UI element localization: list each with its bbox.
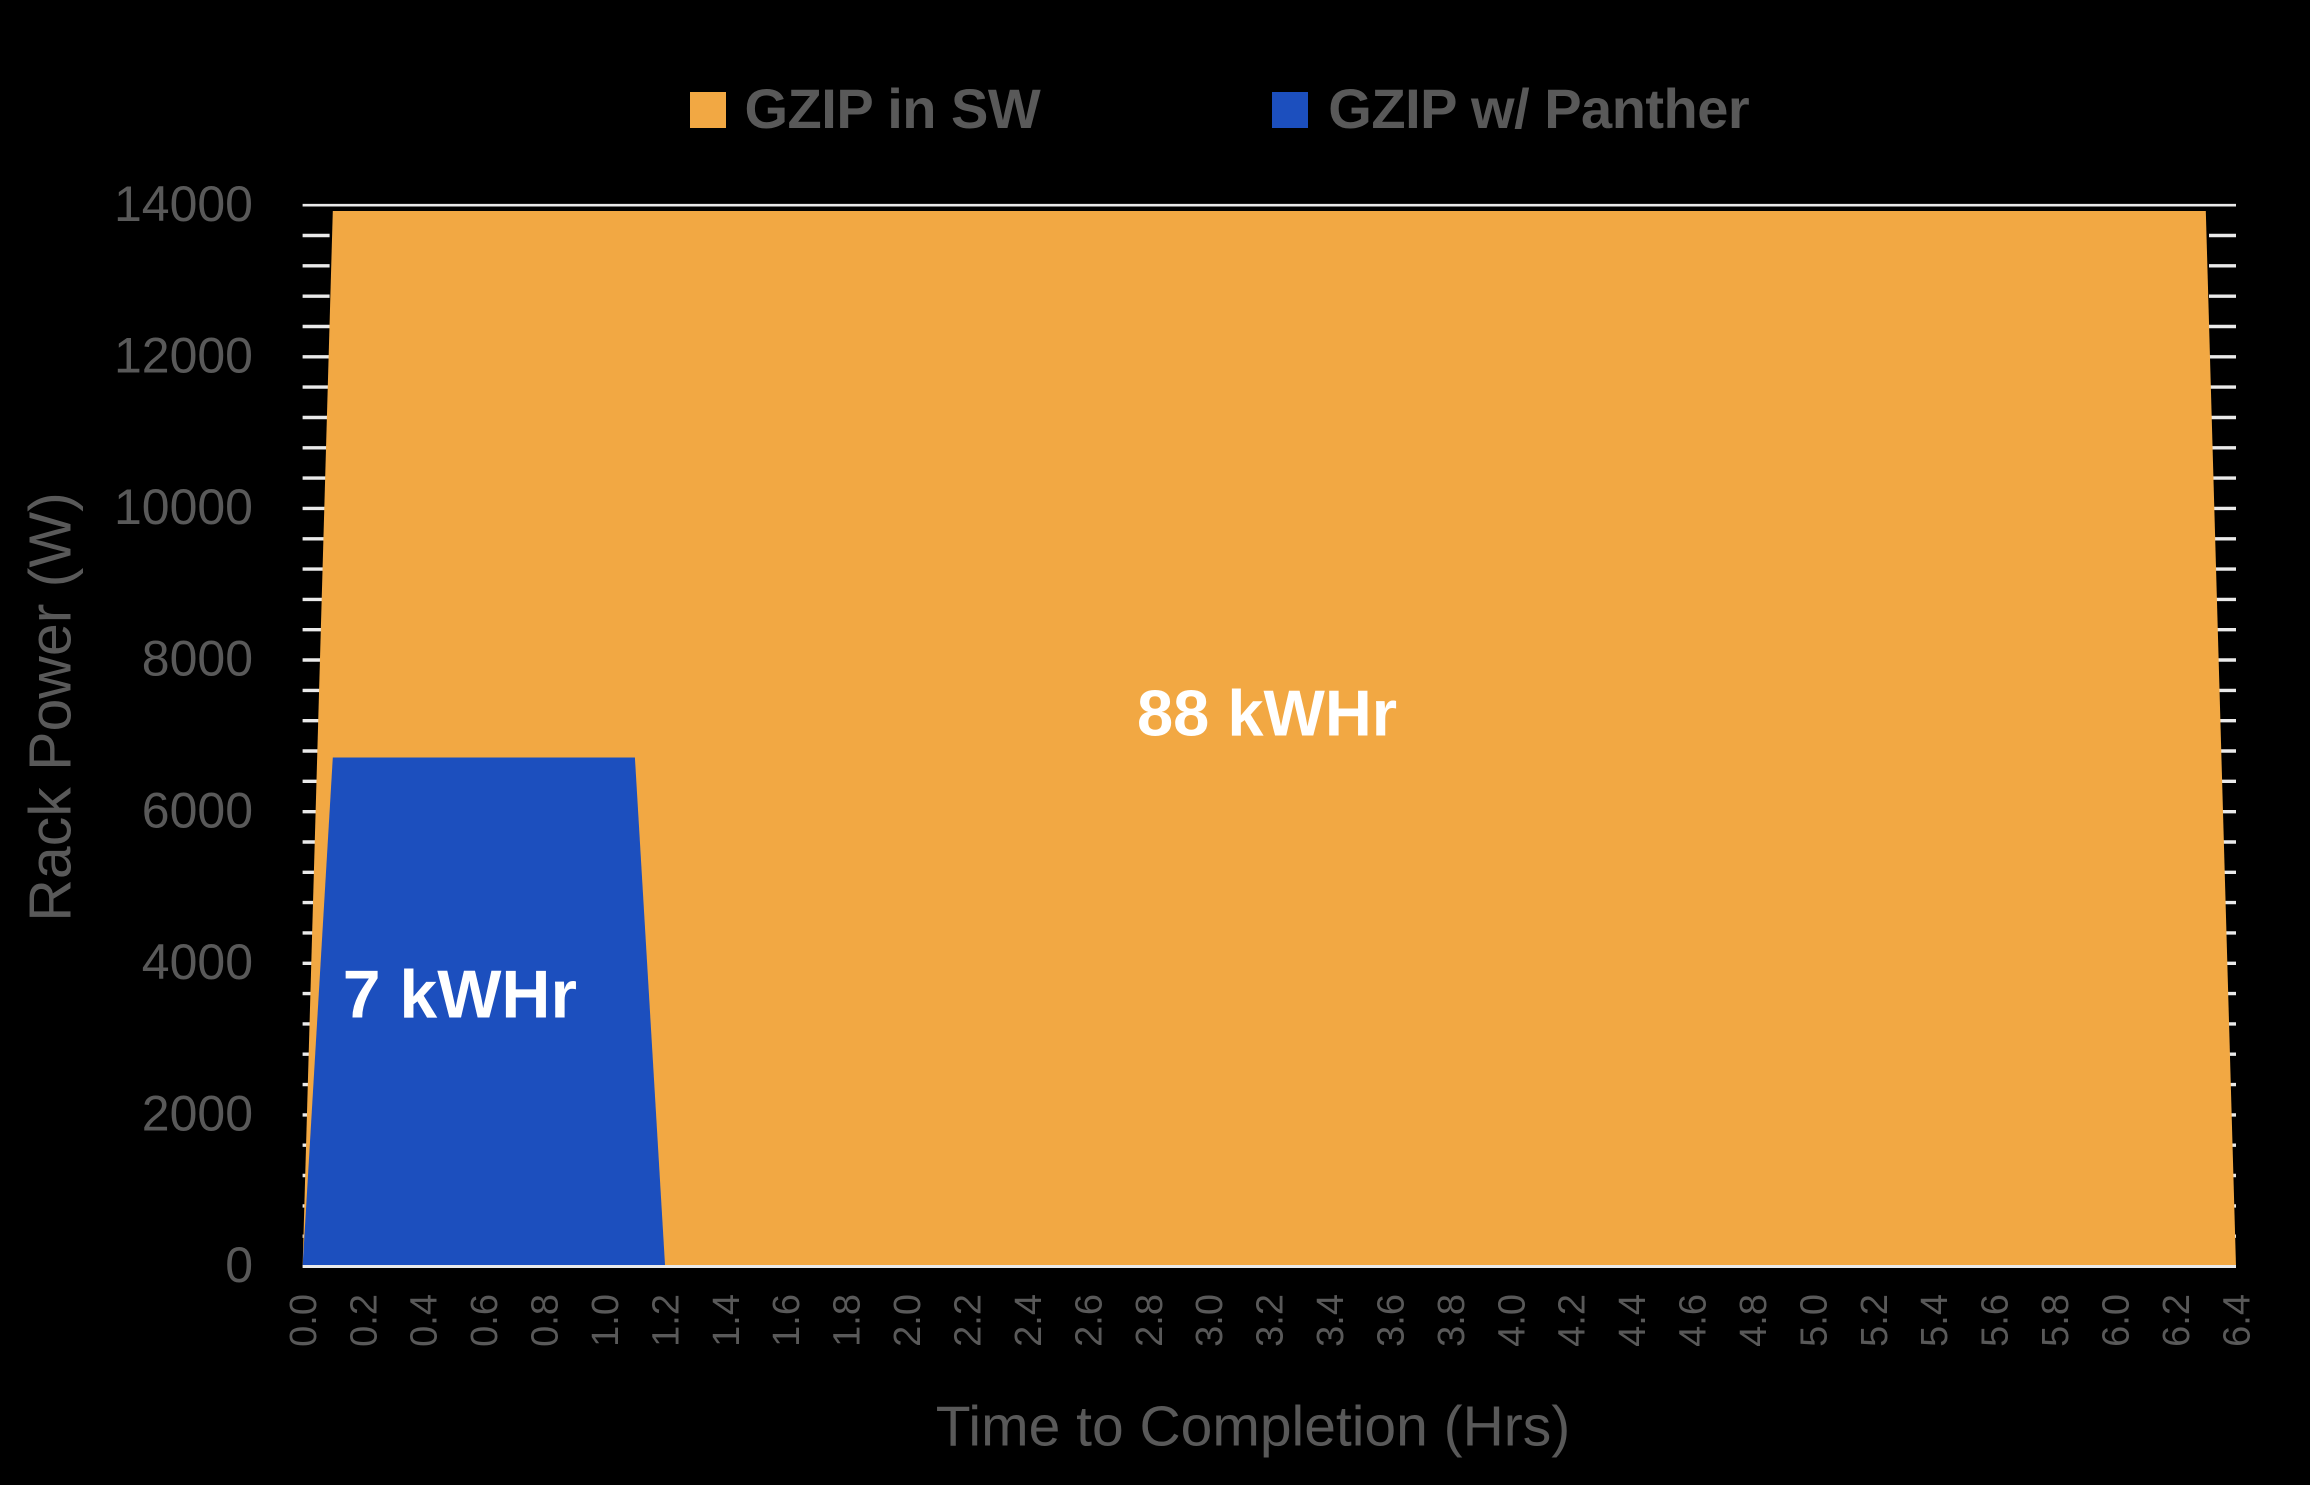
svg-text:1.2: 1.2 <box>645 1294 687 1347</box>
svg-text:5.6: 5.6 <box>1975 1294 2017 1347</box>
svg-text:10000: 10000 <box>114 479 253 535</box>
svg-text:3.8: 3.8 <box>1431 1294 1473 1347</box>
svg-text:4.6: 4.6 <box>1673 1294 1715 1347</box>
svg-text:0.8: 0.8 <box>525 1294 567 1347</box>
svg-text:2.2: 2.2 <box>948 1294 990 1347</box>
svg-text:5.2: 5.2 <box>1854 1294 1896 1347</box>
svg-text:1.6: 1.6 <box>766 1294 808 1347</box>
svg-text:3.2: 3.2 <box>1250 1294 1292 1347</box>
svg-text:2.4: 2.4 <box>1008 1294 1050 1347</box>
svg-text:Rack Power (W): Rack Power (W) <box>18 492 84 921</box>
svg-text:1.0: 1.0 <box>585 1294 627 1347</box>
svg-text:0.4: 0.4 <box>404 1294 446 1347</box>
svg-text:1.4: 1.4 <box>706 1294 748 1347</box>
svg-text:4.0: 4.0 <box>1491 1294 1533 1347</box>
svg-text:0: 0 <box>225 1237 253 1293</box>
svg-text:2000: 2000 <box>142 1086 253 1142</box>
svg-text:3.0: 3.0 <box>1189 1294 1231 1347</box>
svg-text:4.8: 4.8 <box>1733 1294 1775 1347</box>
svg-text:3.4: 3.4 <box>1310 1294 1352 1347</box>
svg-text:5.4: 5.4 <box>1914 1294 1956 1347</box>
svg-text:6.4: 6.4 <box>2216 1294 2258 1347</box>
svg-text:0.0: 0.0 <box>283 1294 325 1347</box>
svg-text:88 kWHr: 88 kWHr <box>1137 676 1397 749</box>
svg-text:GZIP in SW: GZIP in SW <box>745 77 1041 140</box>
svg-text:5.0: 5.0 <box>1793 1294 1835 1347</box>
svg-text:12000: 12000 <box>114 327 253 383</box>
svg-text:6000: 6000 <box>142 782 253 838</box>
svg-text:4000: 4000 <box>142 934 253 990</box>
svg-text:14000: 14000 <box>114 176 253 232</box>
svg-text:3.6: 3.6 <box>1370 1294 1412 1347</box>
svg-text:Time to Completion (Hrs): Time to Completion (Hrs) <box>936 1394 1571 1458</box>
svg-text:8000: 8000 <box>142 631 253 687</box>
svg-text:4.2: 4.2 <box>1552 1294 1594 1347</box>
svg-text:2.0: 2.0 <box>887 1294 929 1347</box>
svg-text:6.0: 6.0 <box>2096 1294 2138 1347</box>
svg-text:0.6: 0.6 <box>464 1294 506 1347</box>
svg-text:7 kWHr: 7 kWHr <box>343 957 577 1033</box>
svg-text:2.6: 2.6 <box>1068 1294 1110 1347</box>
svg-text:GZIP w/ Panther: GZIP w/ Panther <box>1328 77 1749 140</box>
svg-text:5.8: 5.8 <box>2035 1294 2077 1347</box>
svg-text:4.4: 4.4 <box>1612 1294 1654 1347</box>
svg-text:2.8: 2.8 <box>1129 1294 1171 1347</box>
svg-text:0.2: 0.2 <box>343 1294 385 1347</box>
svg-text:6.2: 6.2 <box>2156 1294 2198 1347</box>
svg-text:1.8: 1.8 <box>827 1294 869 1347</box>
